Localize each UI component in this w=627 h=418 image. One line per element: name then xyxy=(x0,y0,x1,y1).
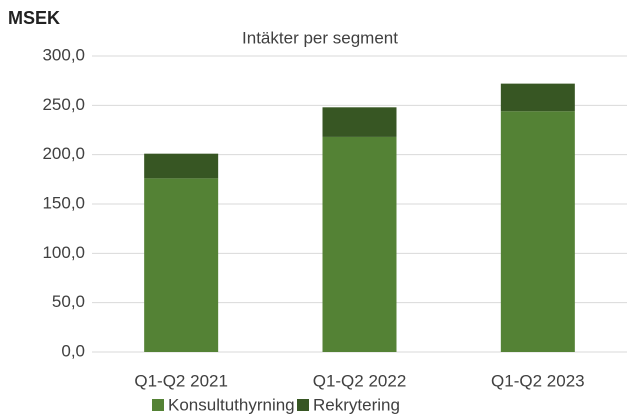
y-axis-label: MSEK xyxy=(8,8,60,28)
y-tick-label: 150,0 xyxy=(42,193,85,212)
y-tick-label: 300,0 xyxy=(42,45,85,64)
y-tick-label: 50,0 xyxy=(52,292,85,311)
x-tick-label: Q1-Q2 2023 xyxy=(491,371,585,390)
x-tick-label: Q1-Q2 2022 xyxy=(313,371,407,390)
y-tick-label: 250,0 xyxy=(42,95,85,114)
chart-title: Intäkter per segment xyxy=(242,28,398,47)
y-tick-label: 0,0 xyxy=(61,341,85,360)
bar-segment xyxy=(322,136,397,352)
legend-label: Rekrytering xyxy=(313,395,400,414)
bar-segment xyxy=(500,111,575,353)
bar-segment xyxy=(322,107,397,137)
legend-swatch xyxy=(152,399,164,411)
bar-segment xyxy=(144,178,219,352)
y-tick-label: 100,0 xyxy=(42,243,85,262)
bar-segment xyxy=(500,83,575,112)
legend-label: Konsultuthyrning xyxy=(168,395,295,414)
legend-swatch xyxy=(297,399,309,411)
bar-segment xyxy=(144,153,219,179)
y-tick-label: 200,0 xyxy=(42,144,85,163)
x-tick-label: Q1-Q2 2021 xyxy=(134,371,228,390)
